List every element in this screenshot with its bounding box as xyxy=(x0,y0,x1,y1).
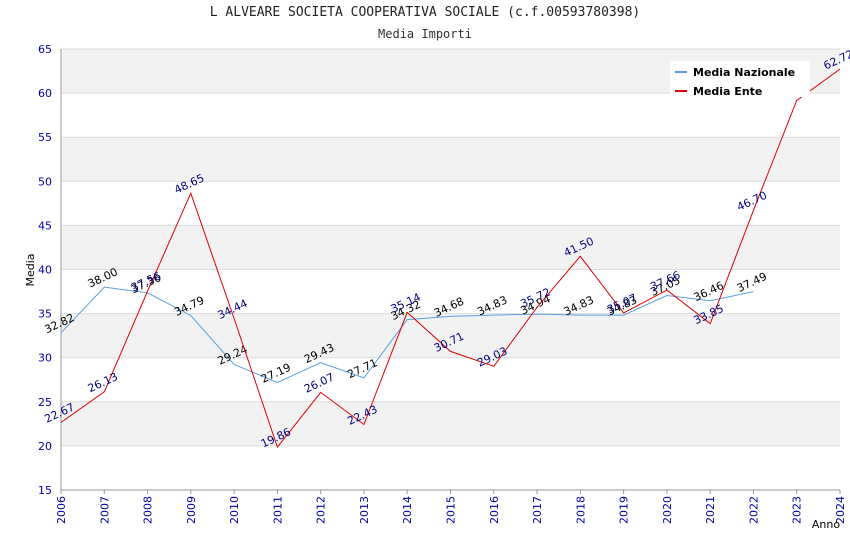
grid-band xyxy=(61,401,840,446)
x-tick-label: 2010 xyxy=(228,496,241,524)
x-tick-label: 2012 xyxy=(315,496,328,524)
chart-title: L ALVEARE SOCIETA COOPERATIVA SOCIALE (c… xyxy=(209,5,641,20)
x-tick-label: 2020 xyxy=(661,496,674,524)
legend-label: Media Nazionale xyxy=(693,66,795,79)
y-tick-label: 55 xyxy=(38,131,52,144)
grid-band xyxy=(61,181,840,226)
y-tick-label: 25 xyxy=(38,396,52,409)
grid-band xyxy=(61,93,840,138)
y-tick-label: 20 xyxy=(38,440,52,453)
grid-band xyxy=(61,225,840,270)
x-tick-label: 2016 xyxy=(488,496,501,524)
x-axis-title: Anno xyxy=(812,518,840,531)
x-tick-label: 2017 xyxy=(531,496,544,524)
x-tick-label: 2018 xyxy=(574,496,587,524)
x-tick-label: 2011 xyxy=(271,496,284,524)
x-tick-label: 2022 xyxy=(747,496,760,524)
x-tick-label: 2023 xyxy=(791,496,804,524)
y-axis-title: Media xyxy=(24,253,37,286)
grid-band xyxy=(61,357,840,402)
series-line-2 xyxy=(60,68,841,449)
legend-box xyxy=(670,61,810,97)
grid-band xyxy=(61,313,840,358)
grid-band xyxy=(61,269,840,314)
x-tick-label: 2014 xyxy=(401,496,414,524)
x-tick-label: 2013 xyxy=(358,496,371,524)
x-tick-label: 2006 xyxy=(55,496,68,524)
y-tick-label: 15 xyxy=(38,484,52,497)
y-tick-label: 60 xyxy=(38,87,52,100)
x-tick-label: 2024 xyxy=(834,496,847,524)
y-tick-label: 40 xyxy=(38,264,52,277)
y-tick-label: 50 xyxy=(38,175,52,188)
x-tick-label: 2008 xyxy=(142,496,155,524)
y-tick-label: 35 xyxy=(38,308,52,321)
y-tick-label: 30 xyxy=(38,352,52,365)
series-line-1 xyxy=(60,286,754,384)
y-tick-label: 45 xyxy=(38,219,52,232)
grid-band xyxy=(61,137,840,182)
y-tick-label: 65 xyxy=(38,43,52,56)
x-tick-label: 2009 xyxy=(185,496,198,524)
legend-label: Media Ente xyxy=(693,85,762,98)
grid-band xyxy=(61,445,840,490)
x-tick-label: 2021 xyxy=(704,496,717,524)
chart-subtitle: Media Importi xyxy=(378,27,472,41)
x-tick-label: 2007 xyxy=(98,496,111,524)
x-tick-label: 2019 xyxy=(618,496,631,524)
x-tick-label: 2015 xyxy=(445,496,458,524)
